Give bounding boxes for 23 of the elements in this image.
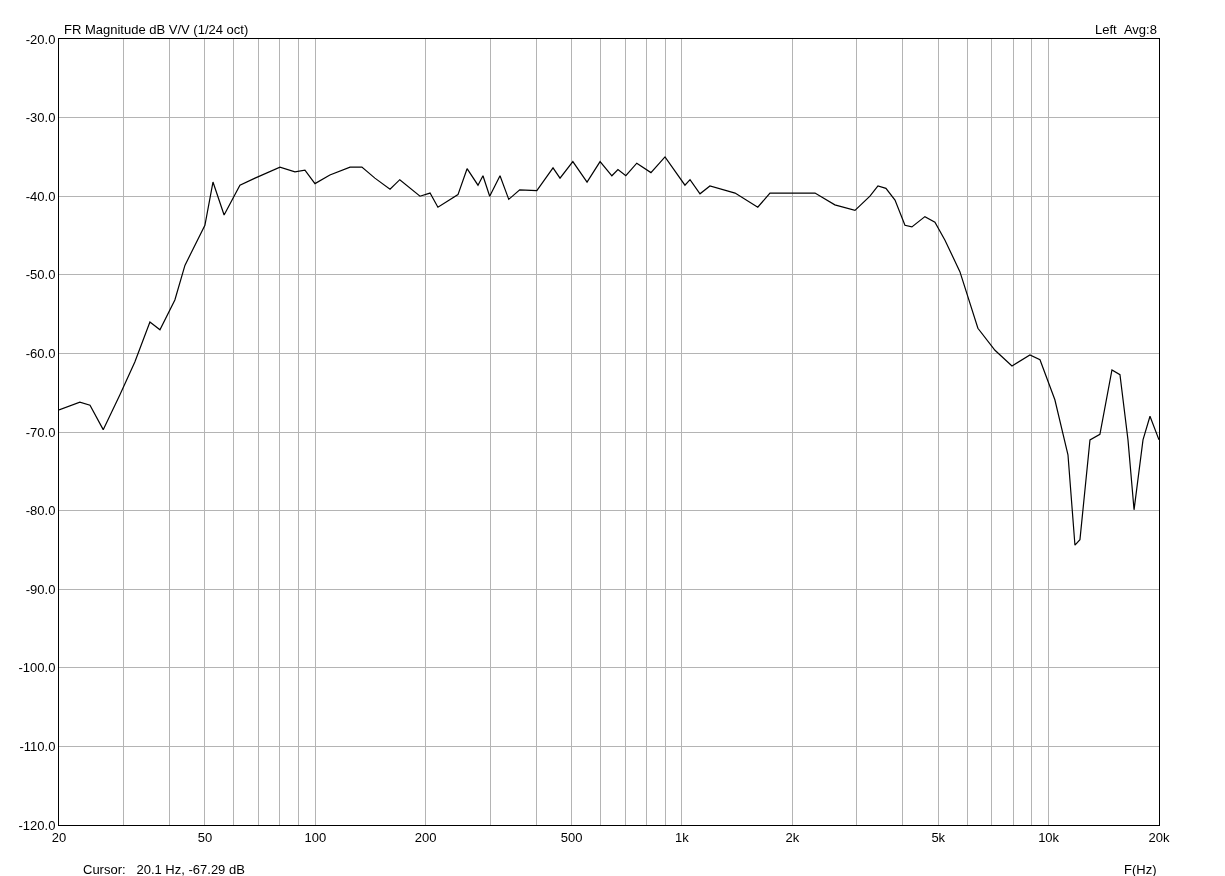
text: Cursor: 20.1 Hz, -67.29 dB [83,862,245,876]
y-tick-label: -30.0 [25,110,56,126]
y-tick-label: -70.0 [25,424,56,440]
y-tick-label: -50.0 [25,267,56,283]
y-tick-label: -90.0 [25,581,56,597]
chart-title: FR Magnitude dB V/V (1/24 oct) [64,22,249,37]
y-tick-label: -100.0 [18,660,56,676]
x-tick-label: 2k [785,829,800,845]
y-tick-label: -40.0 [25,188,56,204]
x-tick-label: 20k [1148,829,1170,845]
y-tick-label: -60.0 [25,345,56,361]
y-tick-label: -110.0 [19,738,56,754]
x-tick-label: 200 [414,829,437,845]
x-tick-label: 500 [560,829,583,845]
x-tick-label: 1k [675,829,690,845]
x-tick-label: 10k [1038,829,1060,845]
x-axis-title: F(Hz) [1124,862,1157,876]
x-tick-label: 50 [197,829,213,845]
y-tick-label: -20.0 [25,31,56,47]
y-tick-label: -80.0 [25,503,56,519]
x-tick-label: 5k [931,829,946,845]
x-tick-label: 100 [304,829,327,845]
text: Left Avg:8 [1095,22,1157,37]
